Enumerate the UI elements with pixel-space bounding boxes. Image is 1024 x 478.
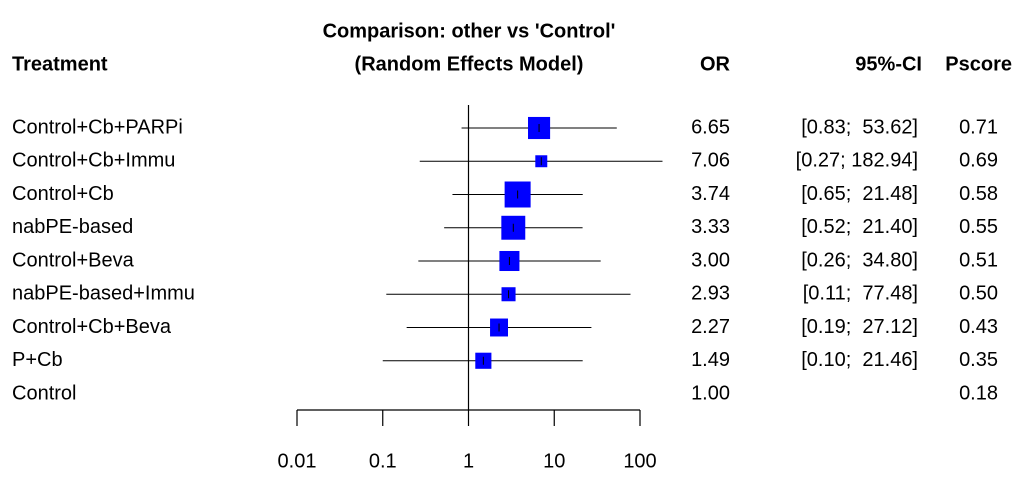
pscore-label: 0.58 bbox=[959, 183, 998, 205]
or-label: 1.49 bbox=[691, 349, 730, 371]
or-label: 3.74 bbox=[691, 183, 730, 205]
chart-title: Comparison: other vs 'Control' bbox=[323, 20, 616, 42]
x-tick-label: 10 bbox=[543, 450, 565, 472]
or-label: 6.65 bbox=[691, 116, 730, 138]
treatment-label: Control+Cb+PARPi bbox=[12, 116, 183, 138]
or-label: 3.33 bbox=[691, 216, 730, 238]
ci-header: 95%-CI bbox=[855, 53, 922, 75]
treatment-header: Treatment bbox=[12, 53, 108, 75]
pscore-label: 0.69 bbox=[959, 150, 998, 172]
x-tick-label: 0.01 bbox=[278, 450, 317, 472]
or-label: 2.27 bbox=[691, 316, 730, 338]
ci-label: [0.83; 53.62] bbox=[801, 116, 918, 138]
ci-label: [0.26; 34.80] bbox=[801, 249, 918, 271]
x-tick-label: 100 bbox=[623, 450, 656, 472]
treatment-label: Control bbox=[12, 382, 76, 404]
treatment-label: Control+Cb+Beva bbox=[12, 316, 172, 338]
pscore-label: 0.50 bbox=[959, 283, 998, 305]
or-label: 7.06 bbox=[691, 150, 730, 172]
pscore-header: Pscore bbox=[945, 53, 1012, 75]
treatment-label: nabPE-based bbox=[12, 216, 133, 238]
or-header: OR bbox=[700, 53, 731, 75]
treatment-label: Control+Cb bbox=[12, 183, 114, 205]
x-tick-label: 0.1 bbox=[369, 450, 397, 472]
treatment-label: nabPE-based+Immu bbox=[12, 283, 195, 305]
or-label: 3.00 bbox=[691, 249, 730, 271]
ci-label: [0.11; 77.48] bbox=[803, 283, 918, 305]
pscore-label: 0.51 bbox=[959, 249, 998, 271]
pscore-label: 0.35 bbox=[959, 349, 998, 371]
x-tick-label: 1 bbox=[463, 450, 474, 472]
ci-label: [0.27; 182.94] bbox=[796, 150, 918, 172]
or-label: 1.00 bbox=[691, 382, 730, 404]
ci-label: [0.19; 27.12] bbox=[801, 316, 918, 338]
ci-label: [0.52; 21.40] bbox=[801, 216, 918, 238]
pscore-label: 0.71 bbox=[959, 116, 998, 138]
or-label: 2.93 bbox=[691, 283, 730, 305]
treatment-label: P+Cb bbox=[12, 349, 63, 371]
pscore-label: 0.43 bbox=[959, 316, 998, 338]
pscore-label: 0.18 bbox=[959, 382, 998, 404]
treatment-label: Control+Cb+Immu bbox=[12, 150, 175, 172]
treatment-label: Control+Beva bbox=[12, 249, 135, 271]
ci-label: [0.10; 21.46] bbox=[801, 349, 918, 371]
chart-subtitle: (Random Effects Model) bbox=[355, 53, 584, 75]
pscore-label: 0.55 bbox=[959, 216, 998, 238]
ci-label: [0.65; 21.48] bbox=[801, 183, 918, 205]
